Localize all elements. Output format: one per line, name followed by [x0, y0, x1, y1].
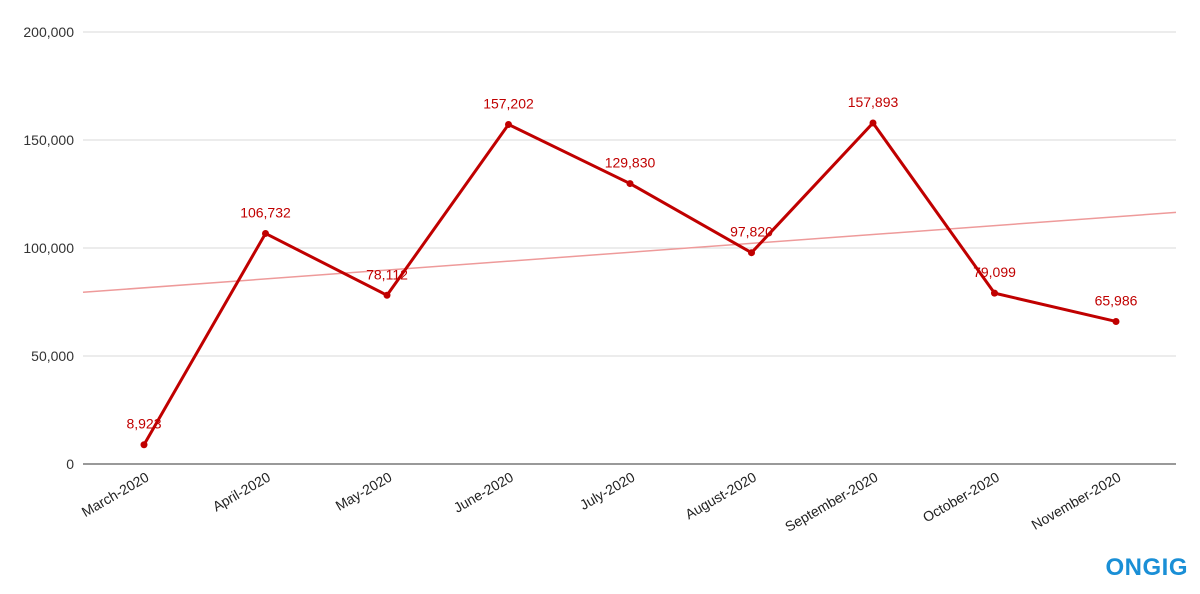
x-tick-label: June-2020	[451, 469, 516, 516]
ongig-logo: ONGIG	[1105, 554, 1188, 581]
y-tick-label: 50,000	[31, 348, 74, 364]
y-tick-label: 0	[66, 456, 74, 472]
data-labels: 8,923 106,732 78,112 157,202 129,830 97,820 15…	[126, 94, 1137, 432]
x-tick-label: April-2020	[210, 469, 273, 515]
data-point	[383, 291, 391, 299]
data-label: 65,986	[1095, 292, 1138, 308]
data-label: 78,112	[366, 266, 408, 282]
x-tick-label: July-2020	[577, 469, 638, 513]
data-point	[140, 441, 148, 449]
data-point	[1112, 317, 1120, 325]
data-label: 79,099	[973, 264, 1016, 280]
data-point	[626, 180, 634, 188]
data-label: 157,893	[848, 94, 899, 110]
data-point	[505, 120, 512, 128]
y-tick-label: 100,000	[23, 240, 74, 256]
gridlines	[83, 31, 1176, 465]
data-point	[869, 119, 877, 127]
data-point	[262, 229, 269, 237]
y-axis-tick-labels: 0 50,000 100,000 150,000 200,000	[23, 24, 74, 472]
data-point	[748, 249, 755, 257]
y-tick-label: 200,000	[23, 24, 74, 40]
x-tick-label: August-2020	[682, 469, 759, 523]
data-label: 129,830	[605, 155, 656, 171]
series-layer	[140, 119, 1120, 449]
trendline	[82, 211, 1177, 294]
data-label: 106,732	[240, 204, 291, 220]
x-tick-label: May-2020	[333, 469, 395, 514]
data-label: 97,820	[730, 224, 773, 240]
data-label: 157,202	[483, 95, 534, 111]
data-point	[991, 289, 998, 297]
x-tick-label: September-2020	[782, 469, 881, 535]
x-axis-tick-labels: March-2020 April-2020 May-2020 June-2020 Jul…	[79, 469, 1124, 535]
data-label: 8,923	[126, 416, 161, 432]
y-tick-label: 150,000	[23, 132, 74, 148]
x-tick-label: October-2020	[920, 469, 1002, 526]
x-tick-label: November-2020	[1029, 469, 1124, 533]
x-tick-label: March-2020	[79, 469, 152, 520]
series-line	[142, 121, 1117, 446]
trendline-layer	[82, 211, 1177, 294]
